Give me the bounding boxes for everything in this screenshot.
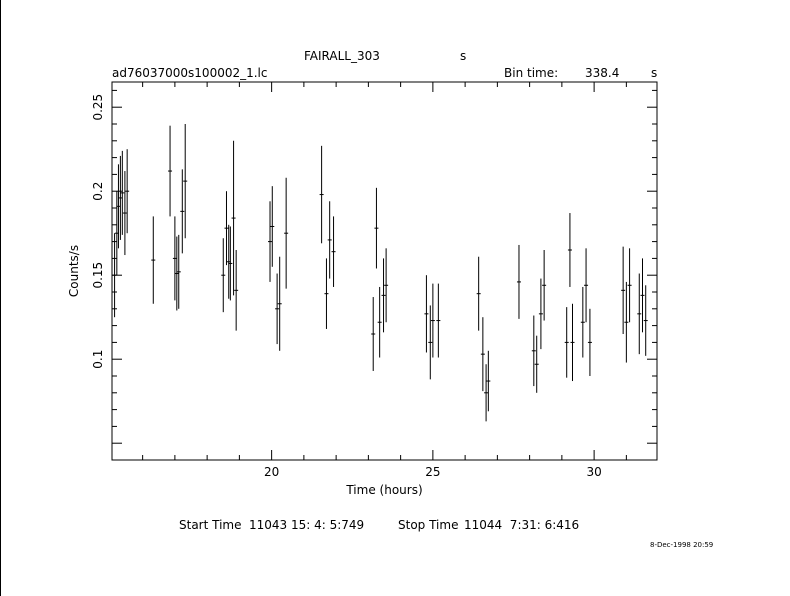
- plot-frame: [111, 81, 658, 461]
- stop-time-value: 11044 7:31: 6:416: [464, 518, 580, 532]
- data-point: [234, 250, 239, 331]
- data-point: [637, 273, 642, 355]
- data-point: [221, 238, 226, 313]
- start-time-label: Start Time: [179, 518, 242, 532]
- data-point: [567, 213, 572, 287]
- data-point: [183, 124, 188, 239]
- data-point: [531, 315, 536, 387]
- data-point: [122, 171, 127, 256]
- data-point: [640, 258, 645, 333]
- data-point: [480, 317, 485, 392]
- data-point: [476, 256, 481, 331]
- data-point: [624, 281, 629, 363]
- data-point: [627, 248, 632, 323]
- top-units-label: s: [460, 49, 467, 63]
- data-point: [270, 186, 275, 267]
- x-tick-label: 25: [425, 465, 440, 479]
- data-point: [118, 155, 123, 240]
- data-point: [564, 307, 569, 378]
- data-point: [538, 278, 543, 350]
- data-point: [228, 226, 233, 301]
- data-point: [176, 234, 181, 309]
- data-point: [381, 258, 386, 333]
- object-title: FAIRALL_303: [304, 49, 380, 63]
- data-point: [584, 248, 589, 323]
- stop-time-label: Stop Time: [398, 518, 459, 532]
- data-point: [430, 283, 435, 358]
- data-point: [374, 187, 379, 269]
- data-point: [377, 286, 382, 358]
- data-point: [371, 297, 376, 371]
- x-tick-label: 30: [586, 465, 601, 479]
- data-point: [324, 258, 329, 329]
- window-edge: [0, 0, 1, 596]
- data-point: [151, 216, 156, 304]
- data-point: [180, 169, 185, 254]
- data-point: [570, 303, 575, 382]
- data-point: [125, 149, 130, 234]
- data-point: [120, 150, 125, 235]
- x-tick-label: 20: [264, 465, 279, 479]
- data-point: [428, 305, 433, 380]
- data-point: [643, 285, 648, 356]
- data-point: [231, 140, 236, 296]
- timestamp: 8-Dec-1998 20:59: [650, 541, 714, 549]
- data-point: [534, 335, 539, 393]
- file-name: ad76037000s100002_1.lc: [112, 66, 268, 80]
- y-tick-label: 0.1: [91, 350, 105, 369]
- data-point: [168, 125, 173, 217]
- x-axis-label: Time (hours): [345, 483, 422, 497]
- data-point: [268, 201, 273, 282]
- data-point: [436, 283, 441, 358]
- data-point: [116, 164, 121, 249]
- data-point: [174, 236, 179, 311]
- y-tick-label: 0.2: [91, 182, 105, 201]
- y-axis-label: Counts/s: [67, 245, 81, 297]
- data-point: [319, 145, 324, 244]
- data-point: [587, 308, 592, 376]
- data-point: [486, 350, 491, 412]
- data-point: [580, 286, 585, 358]
- data-point: [275, 273, 280, 345]
- data-point: [327, 201, 332, 279]
- y-tick-label: 0.25: [91, 94, 105, 121]
- bin-time-value: 338.4: [585, 66, 620, 80]
- start-time-value: 11043 15: 4: 5:749: [249, 518, 365, 532]
- bin-time-unit: s: [651, 66, 658, 80]
- data-point: [424, 275, 429, 353]
- data-point: [331, 216, 336, 287]
- data-point: [384, 248, 389, 323]
- data-point: [284, 177, 289, 289]
- y-tick-label: 0.15: [91, 262, 105, 289]
- data-point: [277, 256, 282, 351]
- data-point: [484, 364, 489, 422]
- data-point: [172, 216, 177, 301]
- bin-time-label: Bin time:: [504, 66, 559, 80]
- data-point: [516, 244, 521, 319]
- data-point: [112, 233, 117, 318]
- data-point: [224, 191, 229, 266]
- data-point: [621, 246, 626, 334]
- data-point: [542, 250, 547, 321]
